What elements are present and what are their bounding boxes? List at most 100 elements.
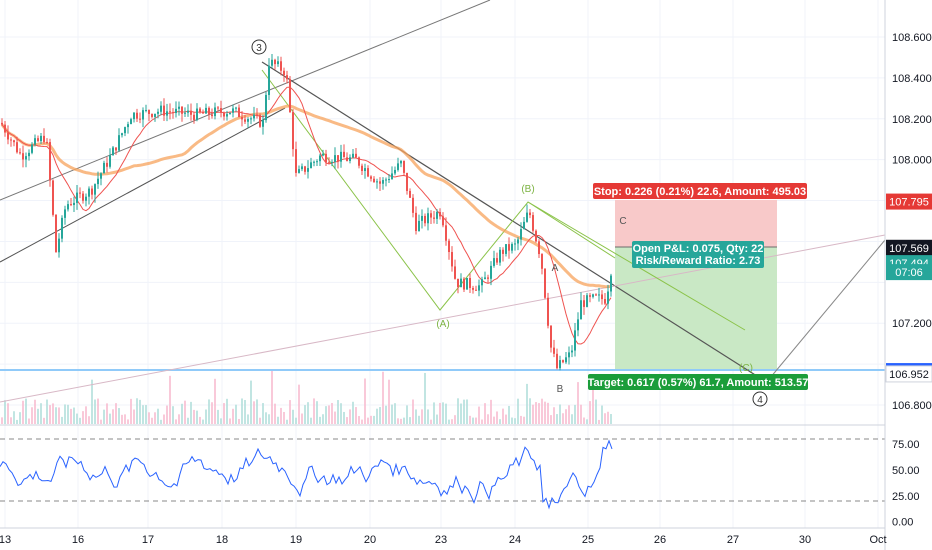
volume-bar	[289, 400, 291, 424]
volume-bar	[325, 406, 327, 424]
volume-bar	[583, 417, 585, 424]
price-badge-label: 107.569	[889, 243, 929, 255]
price-badge	[886, 264, 932, 281]
candle-body	[40, 135, 42, 142]
candle-body	[373, 178, 375, 183]
candle-body	[460, 278, 462, 288]
candle-body	[244, 119, 246, 122]
wave-a-lower-label: (A)	[436, 319, 449, 330]
candle-body	[7, 132, 9, 140]
volume-bar	[367, 417, 369, 424]
volume-bar	[178, 414, 180, 424]
stop-zone[interactable]	[615, 200, 777, 247]
ma-slow-line	[0, 104, 612, 289]
volume-bar	[253, 401, 255, 424]
time-tick-label: Oct	[869, 534, 886, 546]
price-tick-label: 108.000	[892, 155, 932, 167]
volume-bar	[538, 403, 540, 424]
candle-body	[268, 65, 270, 95]
volume-bar	[334, 411, 336, 424]
volume-bar	[187, 417, 189, 424]
candle-body	[76, 192, 78, 203]
rsi-pane[interactable]	[0, 438, 885, 510]
volume-bar	[316, 401, 318, 424]
volume-bar	[529, 398, 531, 424]
candle-body	[160, 105, 162, 112]
candlesticks[interactable]	[1, 53, 612, 371]
candle-body	[571, 350, 573, 353]
volume-bar	[181, 403, 183, 424]
volume-bar	[1, 417, 3, 424]
rsi-tick-label: 75.00	[892, 439, 920, 451]
price-tick-label: 108.200	[892, 114, 932, 126]
rsi-axis[interactable]: 75.00 50.00 25.00 0.00	[892, 439, 920, 529]
volume-bar	[235, 404, 237, 424]
volume-bar	[208, 399, 210, 424]
time-axis[interactable]: 13 16 17 18 19 20 23 24 25 26 27 30 Oct	[0, 534, 887, 546]
volume-bar	[490, 399, 492, 424]
volume-bar	[319, 416, 321, 424]
candle-body	[37, 138, 39, 142]
candle-body	[187, 110, 189, 113]
volume-bar	[262, 403, 264, 424]
volume-bar	[400, 418, 402, 424]
volume-bar	[433, 402, 435, 424]
volume-bar	[190, 401, 192, 424]
volume-bar	[310, 417, 312, 424]
volume-bar	[499, 419, 501, 424]
candle-body	[13, 140, 15, 143]
volume-bar	[73, 407, 75, 424]
volume-bar	[49, 405, 51, 424]
candle-body	[88, 188, 90, 197]
price-badge-label: 07:06	[895, 267, 923, 279]
candle-body	[79, 192, 81, 194]
candle-body	[184, 112, 186, 114]
volume-bar	[568, 405, 570, 424]
candle-body	[430, 213, 432, 218]
volume-bar	[349, 409, 351, 424]
price-badge-label: 106.952	[889, 369, 929, 381]
candle-body	[34, 138, 36, 145]
candle-body	[265, 94, 267, 121]
candle-body	[583, 300, 585, 307]
candle-body	[481, 279, 483, 286]
volume-bar	[130, 398, 132, 424]
price-tick-label: 108.600	[892, 32, 932, 44]
candle-body	[169, 111, 171, 113]
candle-body	[589, 295, 591, 297]
candle-body	[112, 147, 114, 156]
candle-body	[508, 244, 510, 251]
volume-bar	[355, 407, 357, 424]
candle-body	[154, 113, 156, 117]
volume-bar	[58, 407, 60, 424]
volume-bar	[145, 405, 147, 424]
channel-lines[interactable]	[0, 0, 886, 403]
volume-bar	[247, 414, 249, 424]
candle-body	[385, 179, 387, 181]
candle-body	[292, 112, 294, 150]
volume-bar	[295, 417, 297, 424]
price-axis[interactable]: 108.600 108.400 108.200 108.000 107.200 106.8…	[892, 32, 932, 412]
volume-bar	[166, 405, 168, 424]
volume-bar	[451, 419, 453, 424]
volume-bar	[301, 413, 303, 424]
candle-body	[142, 110, 144, 120]
wave-3-label: 3	[256, 43, 262, 54]
volume-bar	[469, 415, 471, 424]
candle-body	[445, 225, 447, 241]
volume-bar	[541, 398, 543, 424]
volume-bars	[1, 369, 612, 424]
candle-body	[220, 108, 222, 113]
volume-bar	[328, 405, 330, 424]
volume-bar	[370, 415, 372, 424]
candle-body	[193, 114, 195, 120]
volume-bar	[487, 414, 489, 424]
candle-body	[229, 112, 231, 115]
volume-bar	[22, 400, 24, 424]
candle-body	[523, 221, 525, 230]
candle-body	[94, 184, 96, 195]
stop-text: Stop: 0.226 (0.21%) 22.6, Amount: 495.03	[594, 186, 806, 198]
candle-body	[346, 157, 348, 161]
